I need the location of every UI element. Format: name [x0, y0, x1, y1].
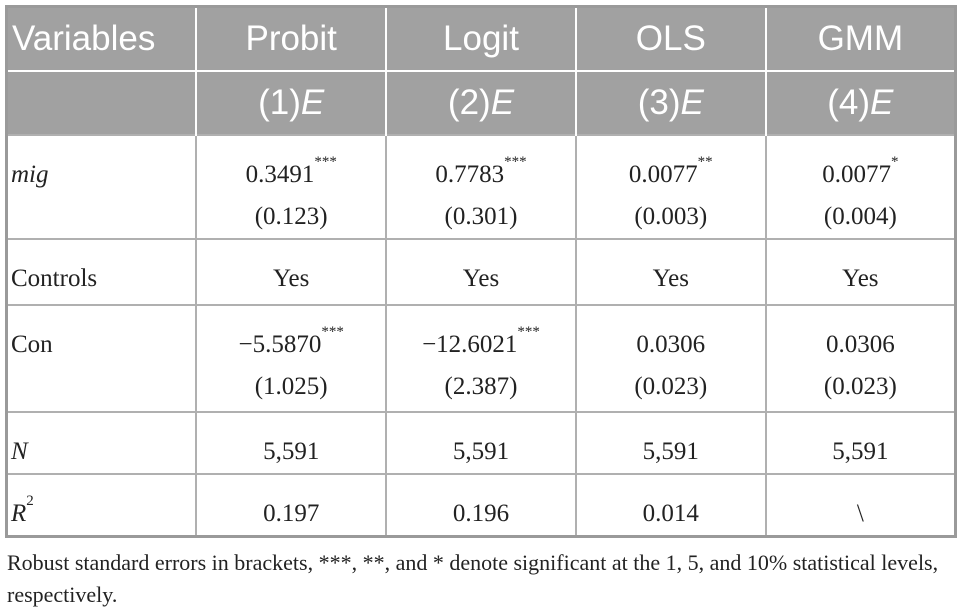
row-label: R2: [6, 473, 197, 537]
dependent-variable: E: [490, 83, 515, 122]
table-cell: \: [764, 473, 956, 537]
table-body: mig 0.3491*** (0.123) 0.7783*** (0.301) 0.007…: [6, 134, 956, 537]
coefficient: Yes: [652, 265, 689, 292]
table-cell: 5,591: [385, 411, 576, 474]
column-header: GMM: [764, 6, 956, 72]
dependent-variable: E: [300, 83, 325, 122]
table-cell: 0.0306 (0.023): [764, 304, 956, 412]
table-cell: Yes: [385, 238, 576, 305]
coefficient: 0.197: [263, 500, 320, 527]
coefficient: Yes: [273, 265, 310, 292]
row-label-text: Controls: [11, 265, 98, 292]
table-cell: 0.197: [195, 473, 387, 537]
dependent-variable: E: [680, 83, 704, 122]
table-row: N 5,591 5,591 5,591 5,591: [6, 411, 956, 474]
coefficient: 0.014: [642, 500, 699, 527]
significance-stars: ***: [517, 324, 540, 340]
coefficient: \: [856, 500, 864, 527]
row-label: Controls: [6, 238, 197, 305]
coefficient: 0.3491: [245, 161, 315, 188]
coefficient: Yes: [462, 265, 500, 292]
model-number: (3): [637, 83, 681, 122]
table-cell: −12.6021*** (2.387): [385, 304, 576, 412]
significance-stars: **: [697, 154, 713, 170]
table-cell: 5,591: [574, 411, 766, 474]
standard-error: (0.301): [444, 203, 518, 230]
model-header: (2)E: [385, 71, 576, 135]
model-number: (1): [258, 83, 301, 122]
model-header: (1)E: [195, 71, 387, 135]
significance-stars: ***: [504, 154, 527, 170]
coefficient: 0.0306: [636, 331, 706, 358]
coefficient: 0.7783: [435, 161, 505, 188]
table-cell: Yes: [764, 238, 956, 305]
row-label-sup: 2: [26, 493, 34, 509]
table-cell: 0.0077** (0.003): [574, 134, 766, 239]
table-cell: Yes: [195, 238, 387, 305]
model-number: (2): [447, 83, 491, 122]
row-label-text: N: [11, 438, 28, 465]
regression-table: Variables Probit Logit OLS GMM (1)E (2)E (3)E(…: [5, 5, 957, 538]
table-header: Variables Probit Logit OLS GMM (1)E (2)E (3)E(…: [6, 6, 956, 135]
standard-error: (0.023): [634, 373, 708, 400]
table-cell: 0.014: [574, 473, 766, 537]
table-cell: 5,591: [195, 411, 387, 474]
table-cell: 0.0306 (0.023): [574, 304, 766, 412]
column-header: Variables: [6, 6, 197, 72]
standard-error: (0.003): [634, 203, 708, 230]
coefficient: 0.0306: [825, 331, 895, 358]
dependent-variable: E: [870, 83, 894, 122]
model-header: (4)E: [764, 71, 956, 135]
row-label: N: [6, 411, 197, 474]
row-label-text: mig: [11, 161, 49, 188]
row-label-text: R: [11, 500, 27, 527]
model-row: (1)E (2)E (3)E (4)E: [6, 71, 956, 135]
significance-stars: *: [890, 154, 899, 170]
coefficient: Yes: [842, 265, 879, 292]
coefficient: 5,591: [642, 438, 699, 465]
standard-error: (0.023): [823, 373, 897, 400]
row-label: mig: [6, 134, 197, 239]
column-header: Probit: [195, 6, 387, 72]
table-row: R2 0.197 0.196 0.014 \: [6, 473, 956, 537]
coefficient: 5,591: [263, 438, 320, 465]
table-cell: Yes: [574, 238, 766, 305]
standard-error: (1.025): [254, 373, 328, 400]
header-empty: [6, 71, 197, 135]
row-label-text: Con: [11, 331, 53, 358]
table-cell: 0.196: [385, 473, 576, 537]
coefficient: 0.0077: [628, 161, 698, 188]
significance-stars: ***: [321, 324, 344, 340]
header-row: Variables Probit Logit OLS GMM: [6, 6, 956, 72]
column-header: OLS: [574, 6, 766, 72]
coefficient: 5,591: [452, 438, 510, 465]
table-cell: 0.0077* (0.004): [764, 134, 956, 239]
significance-stars: ***: [314, 154, 337, 170]
coefficient: −5.5870: [238, 331, 322, 358]
standard-error: (0.004): [823, 203, 897, 230]
coefficient: 0.196: [452, 500, 510, 527]
table-cell: −5.5870*** (1.025): [195, 304, 387, 412]
table-cell: 0.7783*** (0.301): [385, 134, 576, 239]
column-header: Logit: [385, 6, 576, 72]
coefficient: 0.0077: [822, 161, 891, 188]
table-row: mig 0.3491*** (0.123) 0.7783*** (0.301) 0.007…: [6, 134, 956, 239]
table-row: Con −5.5870*** (1.025) −12.6021*** (2.387) 0.…: [6, 304, 956, 412]
table-cell: 5,591: [764, 411, 956, 474]
standard-error: (2.387): [444, 373, 518, 400]
row-label: Con: [6, 304, 197, 412]
coefficient: 5,591: [832, 438, 889, 465]
table-row: Controls Yes Yes Yes Yes: [6, 238, 956, 305]
coefficient: −12.6021: [422, 331, 518, 358]
table-wrapper: Variables Probit Logit OLS GMM (1)E (2)E (3)E(…: [5, 5, 957, 538]
table-note: Robust standard errors in brackets, ***,…: [7, 550, 939, 607]
standard-error: (0.123): [254, 203, 328, 230]
model-number: (4): [827, 83, 871, 122]
model-header: (3)E: [574, 71, 766, 135]
table-cell: 0.3491*** (0.123): [195, 134, 387, 239]
